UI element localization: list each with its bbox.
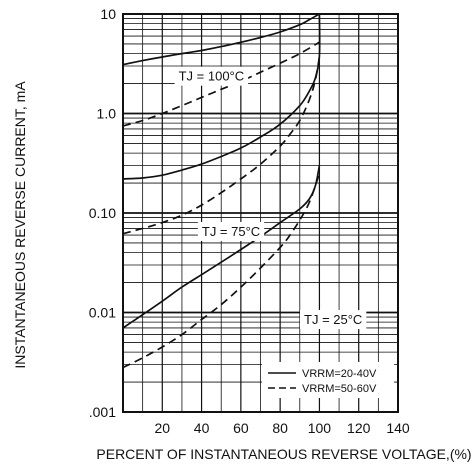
legend-label: VRRM=20-40V: [302, 368, 377, 380]
dashed-curve: [122, 56, 321, 235]
x-tick-label: 20: [154, 420, 170, 436]
axis-ticks: 20 40 60 80 100 120 140 10 1.0 0.10 0.01 .001: [89, 6, 410, 436]
x-tick-label: 140: [386, 420, 410, 436]
x-tick-label: 100: [308, 420, 332, 436]
y-axis-label: INSTANTANEOUS REVERSE CURRENT, mA: [12, 81, 28, 369]
annotation-background: [197, 221, 265, 241]
solid-curve: [122, 165, 321, 329]
legend-label: VRRM=50-60V: [302, 383, 377, 395]
plot-frame: [122, 13, 399, 413]
data-series: [122, 13, 321, 369]
x-tick-label: 80: [272, 420, 288, 436]
x-tick-label: 120: [347, 420, 371, 436]
temperature-annotation: TJ = 100°C: [179, 69, 245, 84]
annotation-background: [174, 66, 249, 86]
dashed-curve: [122, 173, 321, 369]
solid-curve: [122, 13, 320, 66]
annotation-background: [300, 310, 367, 330]
annotations: TJ = 100°C TJ = 75°C TJ = 25°C: [174, 66, 367, 330]
temperature-annotation: TJ = 25°C: [304, 312, 362, 327]
y-tick-label: .001: [89, 404, 116, 420]
x-axis-label: PERCENT OF INSTANTANEOUS REVERSE VOLTAGE…: [96, 446, 471, 462]
temperature-annotation: TJ = 75°C: [202, 224, 260, 239]
grid-lines: [123, 13, 398, 413]
x-tick-label: 60: [233, 420, 249, 436]
legend-box: [262, 362, 394, 398]
x-tick-label: 40: [194, 420, 210, 436]
y-tick-label: 1.0: [97, 106, 117, 122]
y-tick-label: 0.01: [89, 305, 116, 321]
y-tick-label: 0.10: [89, 205, 116, 221]
dashed-curve: [122, 41, 320, 127]
y-tick-label: 10: [100, 6, 116, 22]
solid-curve: [122, 13, 321, 180]
legend: VRRM=20-40V VRRM=50-60V: [262, 362, 394, 398]
